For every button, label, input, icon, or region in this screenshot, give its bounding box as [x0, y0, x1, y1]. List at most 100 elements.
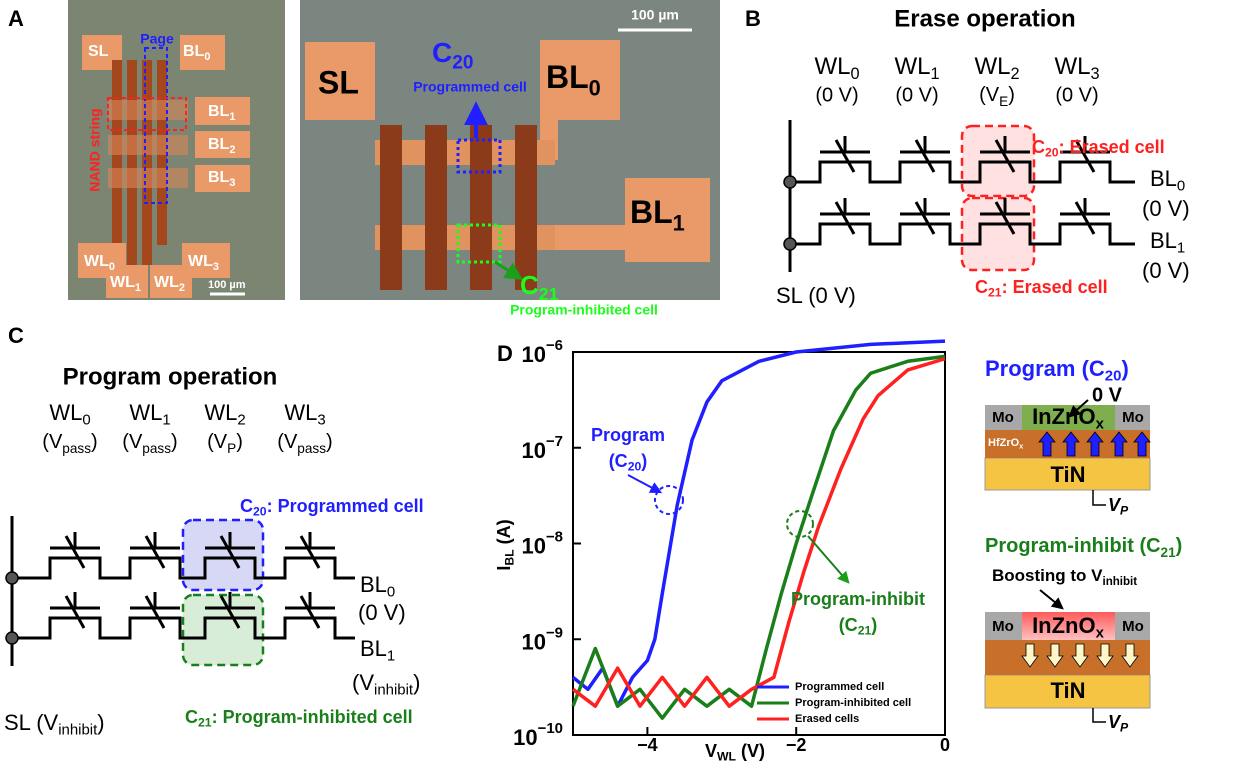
label: SL [88, 43, 109, 60]
diagram-title: Program-inhibit (C21) [985, 535, 1182, 559]
subscript: 21 [198, 716, 212, 730]
subscript: 20 [1045, 146, 1059, 160]
label: WL2 [204, 400, 245, 429]
annotation-arrow [808, 536, 848, 582]
label: Boosting to Vinhibit [992, 566, 1137, 588]
subscript: x [1096, 416, 1105, 433]
label: WL1 [129, 400, 170, 429]
label: C20: Erased cell [1032, 137, 1165, 160]
annotation: Program [591, 425, 665, 445]
subscript: 2 [229, 144, 235, 156]
subscript: 3 [317, 412, 325, 429]
label-part: WL [814, 53, 850, 80]
subscript: pass [297, 441, 326, 456]
label-part: 10 [521, 629, 545, 654]
label: (Vpass) [277, 431, 332, 455]
label-part: BL [1150, 166, 1177, 191]
subscript: 2 [1010, 66, 1019, 84]
data-line [573, 359, 945, 706]
label: HfZrOx [988, 437, 1024, 450]
x-tick-label: −2 [786, 735, 807, 755]
subscript: 21 [1161, 545, 1177, 560]
y-tick-label: 10−8 [521, 529, 563, 559]
label-part: (V [979, 84, 1000, 106]
data-line [573, 356, 945, 718]
superscript: −7 [546, 433, 563, 450]
label-part: WL [284, 400, 317, 425]
label-part: InZnO [1032, 404, 1096, 429]
x-tick-label: −4 [637, 735, 658, 755]
annotation-arrow [628, 475, 660, 492]
label: BL1 [1150, 228, 1185, 257]
label-part: SL (V [4, 710, 59, 735]
subscript: 1 [135, 282, 141, 294]
label-part: WL [154, 274, 179, 291]
label-part: C [975, 277, 988, 297]
label: TiN [1050, 678, 1085, 703]
label: (Vpass) [42, 431, 97, 455]
label-part: Program-inhibit (C [985, 535, 1161, 557]
label-part: : Erased cell [1002, 277, 1108, 297]
label-part: WL [1054, 53, 1090, 80]
label: SL [318, 64, 359, 100]
label: Programmed cell [413, 79, 527, 95]
subscript: P [227, 441, 236, 456]
label-part: (V) [736, 741, 765, 761]
label: Mo [992, 618, 1014, 635]
label-part: 10 [521, 533, 545, 558]
label-part: BL [360, 636, 387, 661]
subscript: 1 [229, 111, 235, 123]
label-part: V [705, 741, 717, 761]
label-part: (V [42, 431, 63, 453]
subscript: 2 [179, 282, 185, 294]
y-axis-label: IBL (A) [494, 519, 517, 570]
label-part: (A) [494, 519, 514, 549]
label-part: WL [894, 53, 930, 80]
label-part: ) [1176, 535, 1183, 557]
label: Program-inhibited cell [510, 302, 658, 318]
label: (VP) [207, 431, 243, 455]
subscript: inhibit [1102, 576, 1137, 588]
subscript: 21 [539, 283, 559, 303]
y-tick-label: 10−9 [521, 624, 563, 654]
label-part: WL [974, 53, 1010, 80]
subscript: P [1120, 721, 1129, 735]
subscript: 20 [253, 505, 267, 519]
superscript: −10 [538, 720, 563, 737]
label: (Vinhibit) [352, 670, 420, 699]
annotation: (C20) [609, 451, 648, 474]
label: (Vpass) [122, 431, 177, 455]
label: BL0 [360, 572, 395, 601]
subscript: pass [62, 441, 91, 456]
label-part: C [240, 496, 253, 516]
label: (0 V) [1142, 258, 1190, 283]
label-part: C [520, 270, 539, 300]
subscript: 0 [387, 584, 395, 601]
subscript: 0 [1177, 178, 1185, 195]
x-axis-label: VWL (V) [705, 741, 765, 761]
subscript: 1 [387, 648, 395, 665]
label: C21: Program-inhibited cell [185, 707, 413, 730]
annotation: (C21) [839, 615, 878, 638]
subscript: 1 [930, 66, 939, 84]
subscript: 2 [237, 412, 245, 429]
subscript: 3 [1090, 66, 1099, 84]
label-part: 10 [513, 725, 537, 750]
label-part: InZnO [1032, 613, 1096, 638]
label-part: BL [208, 136, 230, 153]
label-part: (V [277, 431, 298, 453]
label-part: ) [91, 431, 98, 453]
subscript: inhibit [58, 722, 98, 739]
subscript: 20 [1105, 368, 1122, 385]
subscript: 0 [850, 66, 859, 84]
superscript: −9 [546, 624, 563, 641]
panel-title: Program operation [63, 363, 278, 390]
label-part: HfZrO [988, 437, 1020, 449]
label: (0 V) [1142, 196, 1190, 221]
cell-highlight [962, 198, 1034, 270]
label: VP [1108, 712, 1129, 735]
label: (0 V) [815, 84, 858, 106]
subscript: 0 [109, 261, 115, 273]
label-part: : Program-inhibited cell [212, 707, 413, 727]
label: NAND string [87, 108, 103, 191]
